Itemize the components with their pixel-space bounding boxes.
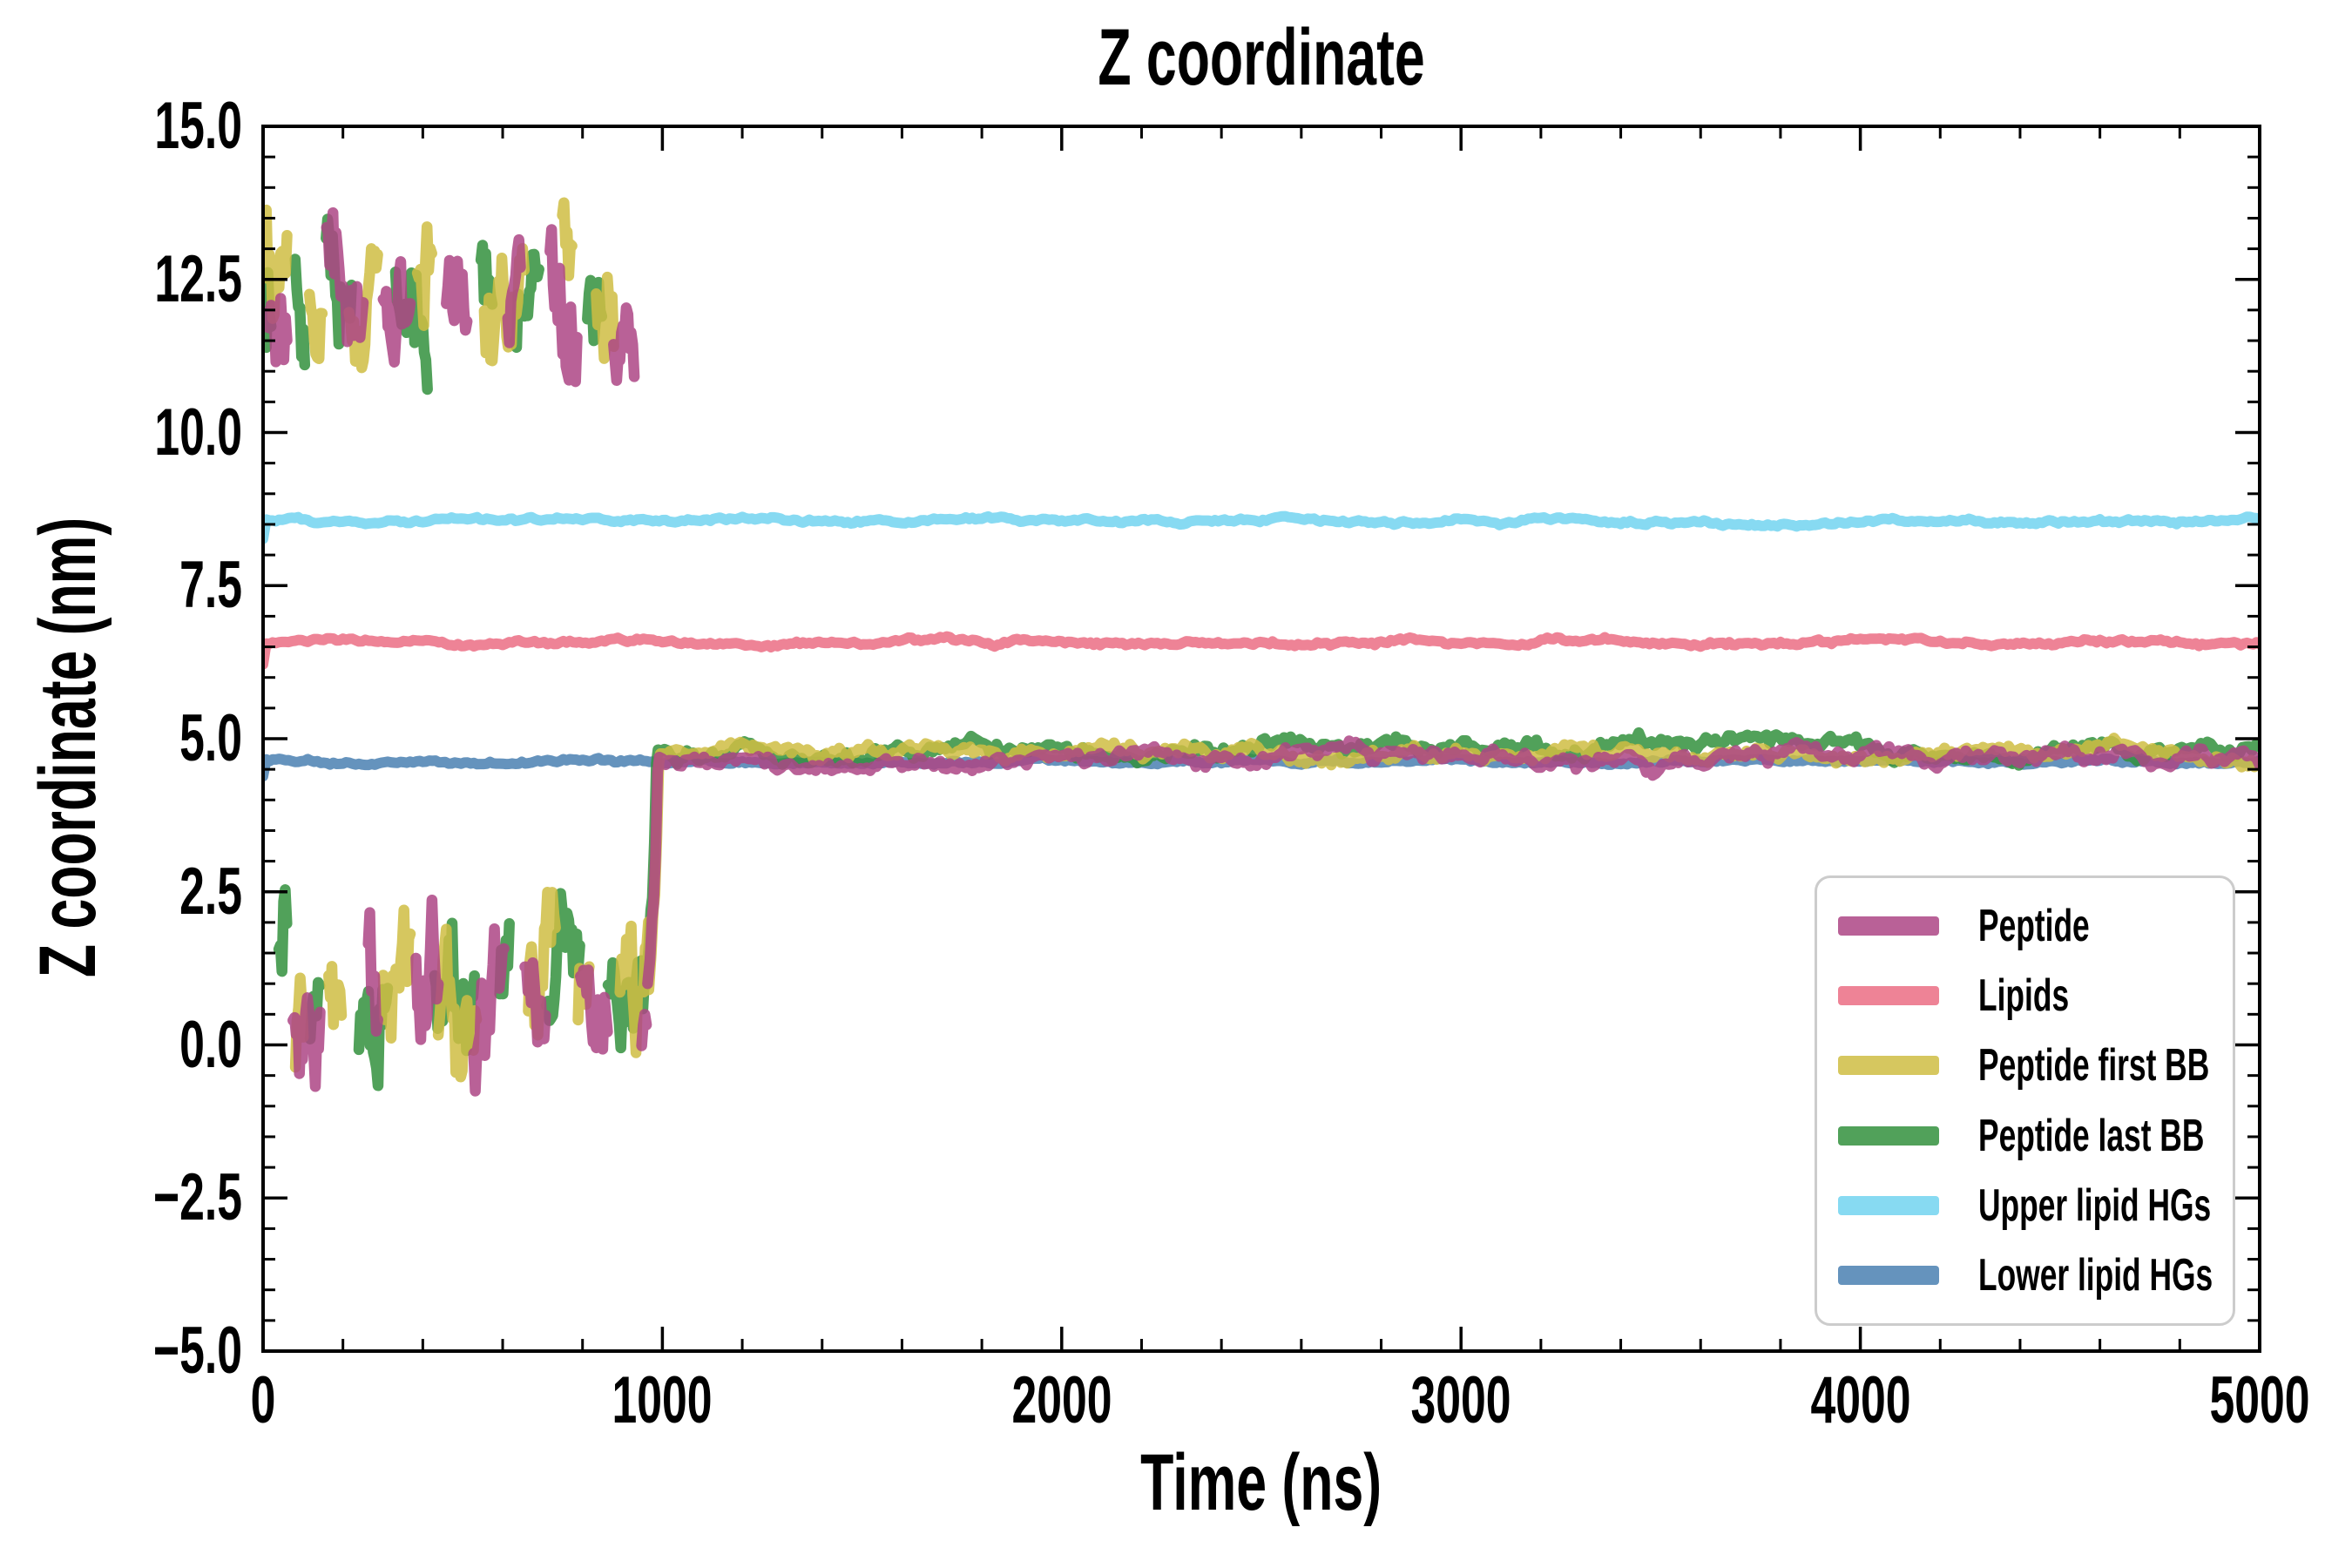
series-line-upper-lipid-hgs [263, 510, 2260, 544]
y-tick-label: 15.0 [154, 89, 242, 163]
legend: Peptide Lipids Peptide first BB Peptide … [1815, 875, 2235, 1326]
legend-label-lower-lipid-hgs: Lower lipid HGs [1978, 1250, 2213, 1301]
legend-label-peptide: Peptide [1978, 900, 2090, 951]
legend-label-upper-lipid-hgs: Upper lipid HGs [1978, 1179, 2212, 1231]
legend-item-peptide-first-bb: Peptide first BB [1838, 1031, 2233, 1100]
x-tick-label: 4000 [1810, 1363, 1911, 1437]
legend-swatch-peptide-last-bb [1838, 1125, 1939, 1146]
x-axis-label-text: Time (ns) [1140, 1438, 1382, 1527]
legend-item-lipids: Lipids [1838, 962, 2233, 1031]
x-axis-label: Time (ns) [263, 1434, 2260, 1531]
y-tick-label: −2.5 [152, 1160, 242, 1235]
legend-item-upper-lipid-hgs: Upper lipid HGs [1838, 1171, 2233, 1240]
legend-swatch-peptide [1838, 916, 1939, 936]
chart-title-text: Z coordinate [1098, 13, 1425, 102]
legend-label-peptide-last-bb: Peptide last BB [1978, 1110, 2205, 1161]
chart-title: Z coordinate [263, 9, 2260, 106]
legend-swatch-peptide-first-bb [1838, 1056, 1939, 1076]
y-tick-label: 0.0 [179, 1007, 242, 1082]
y-tick-label: 7.5 [179, 548, 242, 623]
x-tick-label: 1000 [612, 1363, 713, 1437]
legend-label-peptide-first-bb: Peptide first BB [1978, 1040, 2210, 1092]
legend-swatch-lipids [1838, 986, 1939, 1006]
legend-swatch-upper-lipid-hgs [1838, 1195, 1939, 1215]
y-tick-label: 10.0 [154, 395, 242, 470]
x-tick-label: 3000 [1410, 1363, 1511, 1437]
plot-frame [261, 125, 2261, 1353]
y-tick-label: −5.0 [152, 1314, 242, 1388]
legend-item-peptide: Peptide [1838, 891, 2233, 960]
x-tick-label: 2000 [1011, 1363, 1112, 1437]
x-tick-label: 5000 [2209, 1363, 2310, 1437]
legend-item-peptide-last-bb: Peptide last BB [1838, 1101, 2233, 1170]
series-group [263, 197, 2260, 1097]
legend-label-lipids: Lipids [1978, 970, 2070, 1022]
y-tick-label: 12.5 [154, 241, 242, 316]
series-line-lipids [263, 631, 2260, 670]
legend-item-lower-lipid-hgs: Lower lipid HGs [1838, 1241, 2233, 1310]
x-tick-label: 0 [250, 1363, 276, 1437]
legend-swatch-lower-lipid-hgs [1838, 1266, 1939, 1286]
y-tick-label: 2.5 [179, 854, 242, 929]
y-tick-label: 5.0 [179, 701, 242, 775]
